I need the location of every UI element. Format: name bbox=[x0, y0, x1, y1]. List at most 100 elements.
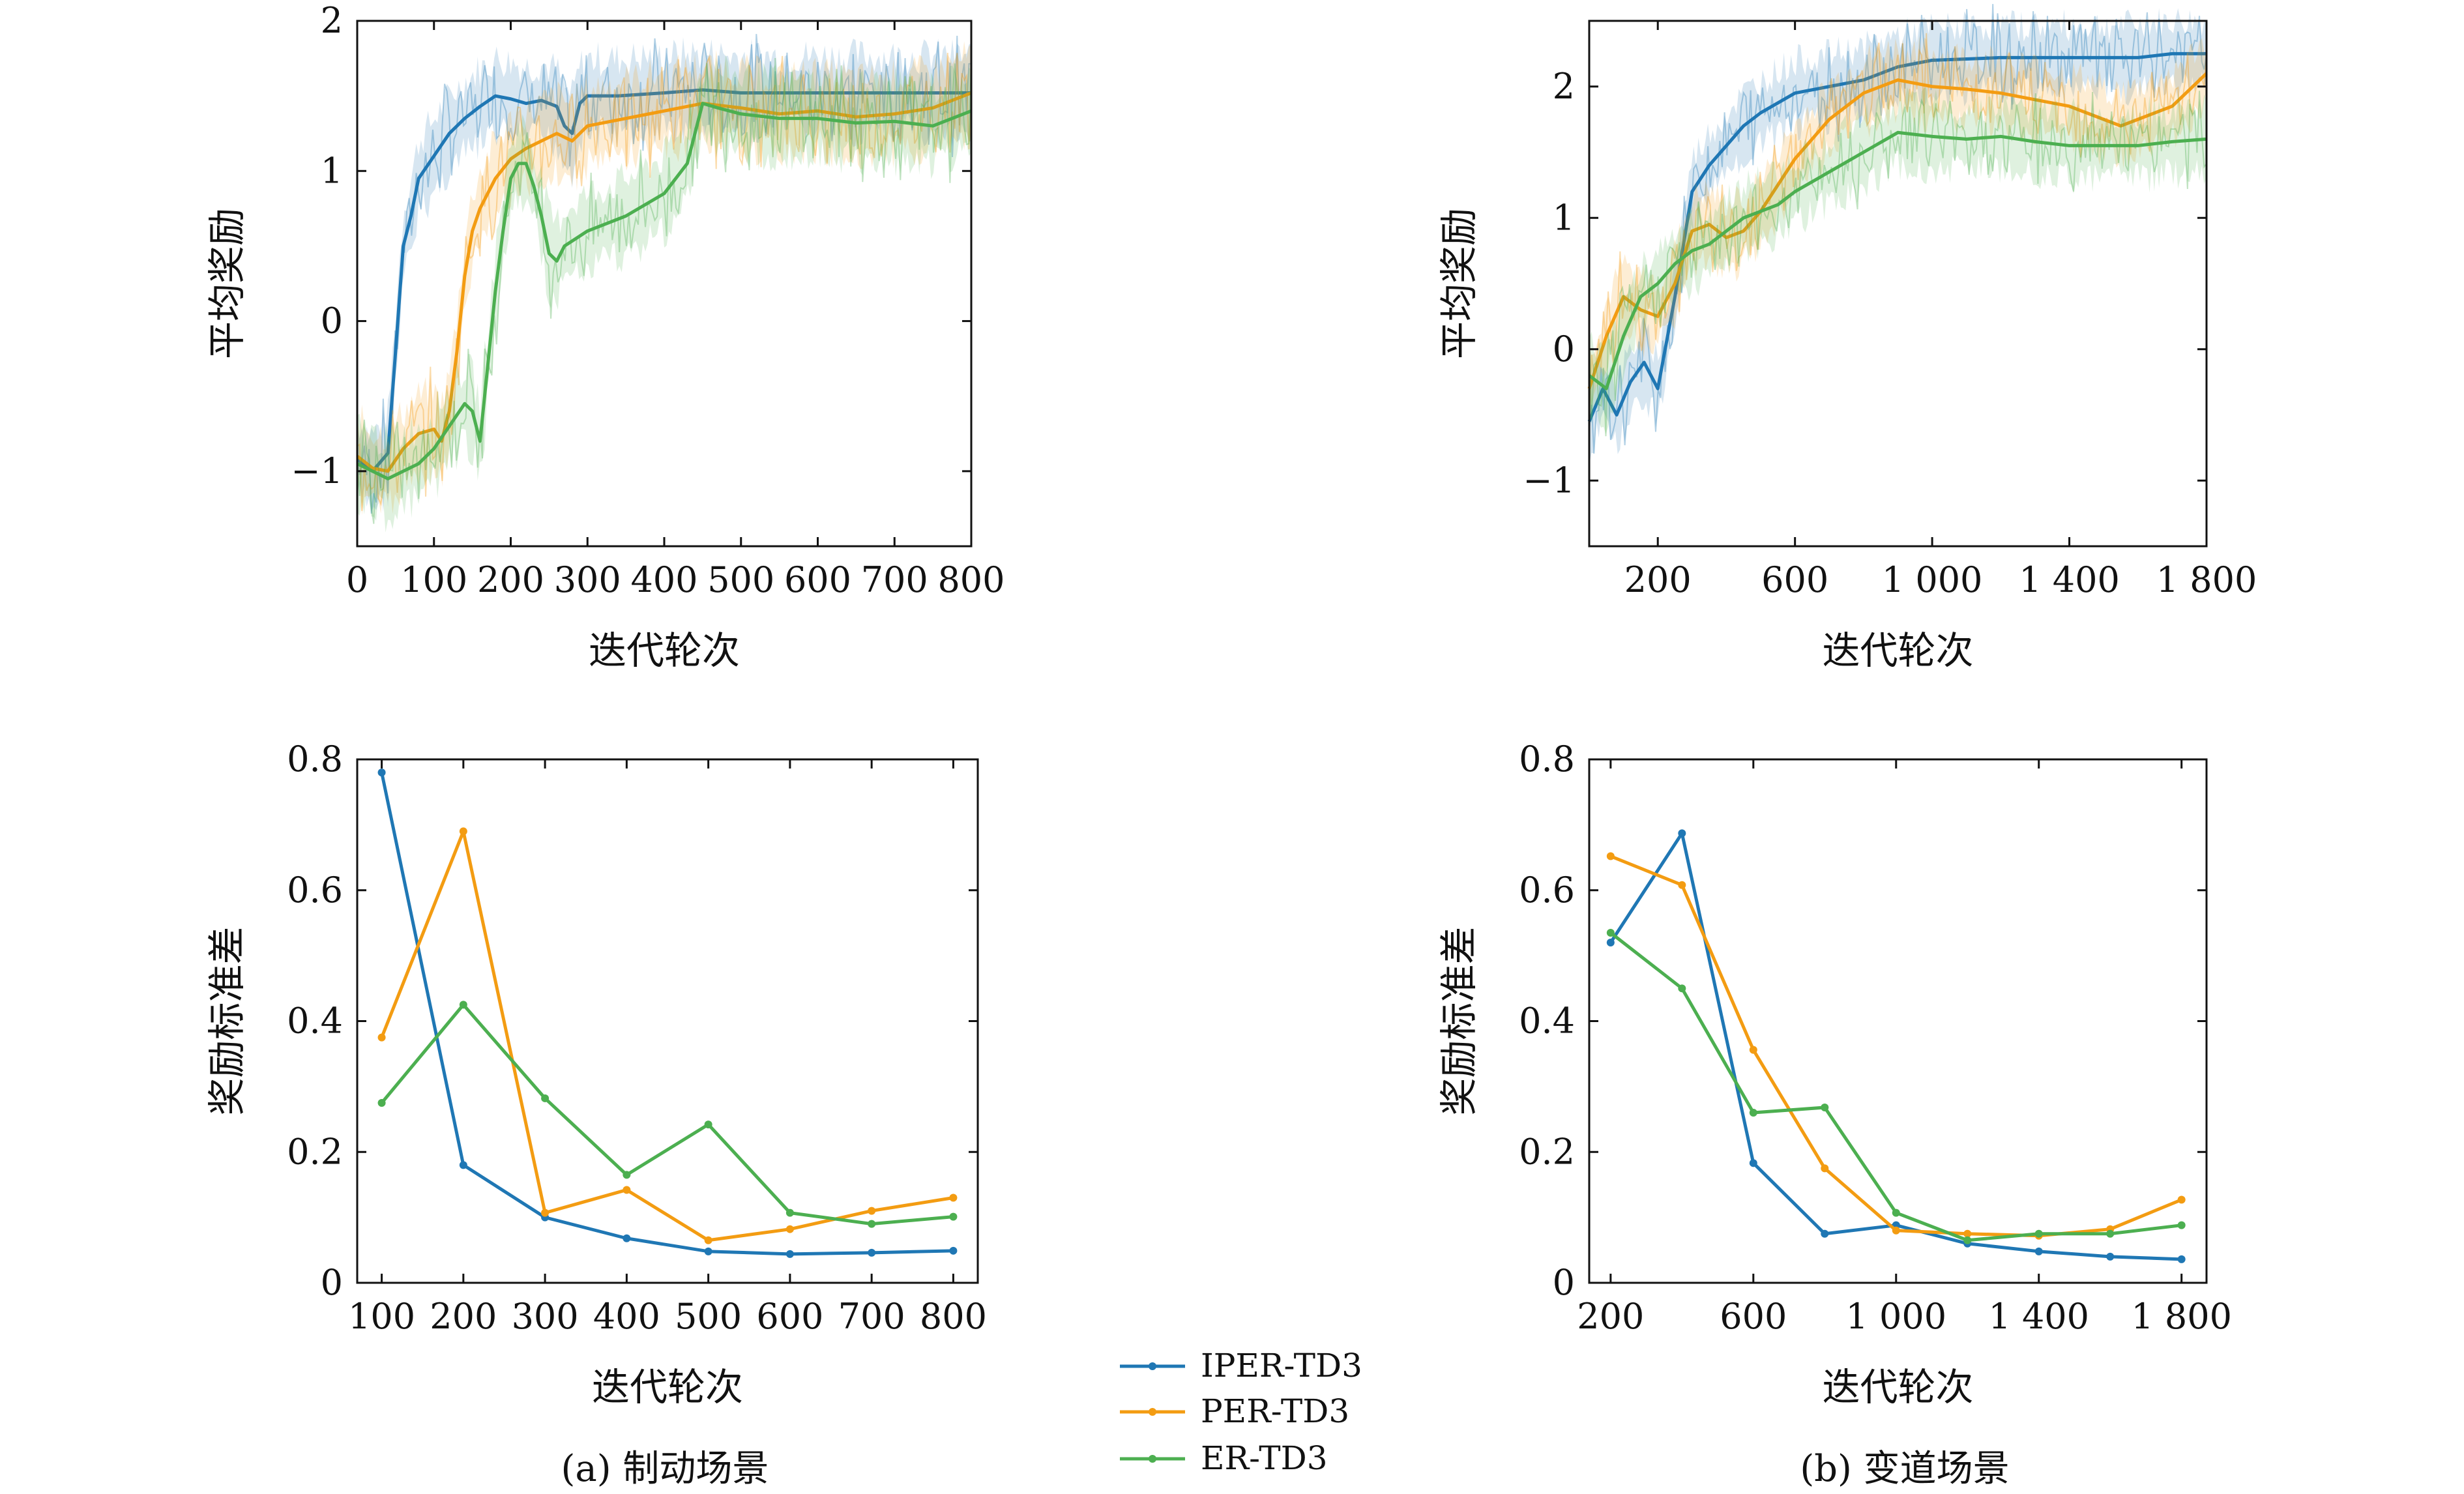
point-per-td3-1000 bbox=[1892, 1226, 1900, 1235]
legend-marker-iper-td3 bbox=[1149, 1362, 1156, 1370]
x-tick-label: 300 bbox=[554, 559, 621, 600]
series-line-er-td3 bbox=[380, 1003, 954, 1226]
y-axis-label: 奖励标准差 bbox=[205, 926, 249, 1115]
y-tick-label: 0.6 bbox=[1519, 870, 1575, 911]
point-iper-td3-800 bbox=[1821, 1229, 1829, 1238]
point-er-td3-200 bbox=[459, 1001, 467, 1009]
point-per-td3-1200 bbox=[1963, 1229, 1972, 1238]
point-er-td3-600 bbox=[785, 1208, 794, 1217]
point-iper-td3-500 bbox=[704, 1247, 712, 1255]
band-iper-td3 bbox=[357, 37, 971, 513]
plot-area bbox=[356, 34, 972, 533]
point-per-td3-600 bbox=[785, 1225, 794, 1233]
point-per-td3-800 bbox=[949, 1194, 958, 1202]
chart-panel-b-lane-change-reward-std: 200 600 1 000 1 400 1 800 0 0.2 0.4 0.6 0.8 迭代轮次 奖励… bbox=[1437, 739, 2232, 1409]
y-tick-label: 0 bbox=[1553, 329, 1575, 370]
band-er-td3 bbox=[1589, 85, 2207, 434]
point-er-td3-1600 bbox=[2106, 1229, 2115, 1238]
plot-area bbox=[1587, 4, 2208, 465]
series-line-iper-td3 bbox=[1609, 831, 2182, 1261]
chart-panel-a-braking-average-reward: 0 100 200 300 400 500 600 700 800 −1 0 1 2 迭代轮次 平均奖励 bbox=[205, 0, 1005, 673]
raw-trace-er-td3 bbox=[357, 58, 972, 524]
band-iper-td3 bbox=[1589, 8, 2207, 465]
x-tick-label: 0 bbox=[346, 559, 368, 600]
plot-area bbox=[377, 769, 958, 1258]
x-tick-label: 800 bbox=[937, 559, 1005, 600]
y-tick-label: 0.8 bbox=[287, 739, 343, 780]
y-tick-label: 2 bbox=[1553, 66, 1575, 107]
point-er-td3-500 bbox=[704, 1120, 712, 1129]
point-iper-td3-1800 bbox=[2177, 1255, 2186, 1263]
point-per-td3-200 bbox=[459, 827, 467, 836]
y-tick-label: −1 bbox=[291, 450, 343, 491]
x-tick-label: 200 bbox=[477, 559, 544, 600]
x-tick-label: 1 000 bbox=[1882, 559, 1983, 600]
series-line-per-td3 bbox=[356, 91, 972, 473]
point-iper-td3-1600 bbox=[2106, 1252, 2115, 1261]
point-per-td3-200 bbox=[1606, 852, 1615, 860]
x-tick-label: 1 800 bbox=[2156, 559, 2257, 600]
point-iper-td3-600 bbox=[1749, 1159, 1757, 1167]
x-tick-label: 1 000 bbox=[1845, 1296, 1946, 1337]
y-axis-label: 奖励标准差 bbox=[1437, 926, 1481, 1115]
x-tick-label: 1 400 bbox=[2019, 559, 2120, 600]
y-tick-label: 0 bbox=[1553, 1262, 1575, 1303]
legend-marker-per-td3 bbox=[1149, 1408, 1156, 1416]
x-axis-label: 迭代轮次 bbox=[1822, 628, 1973, 673]
point-er-td3-1200 bbox=[1963, 1236, 1972, 1244]
series-line-per-td3 bbox=[1609, 855, 2182, 1238]
point-iper-td3-1400 bbox=[2034, 1247, 2043, 1255]
point-er-td3-300 bbox=[541, 1094, 550, 1102]
x-tick-label: 200 bbox=[1624, 559, 1692, 600]
point-per-td3-400 bbox=[623, 1186, 631, 1194]
series-line-er-td3 bbox=[356, 102, 972, 480]
series-line-per-td3 bbox=[380, 829, 954, 1242]
series-line-er-td3 bbox=[1609, 931, 2182, 1242]
point-er-td3-1800 bbox=[2177, 1221, 2186, 1229]
point-er-td3-1400 bbox=[2034, 1229, 2043, 1238]
series-line-iper-td3 bbox=[380, 772, 954, 1256]
x-tick-label: 500 bbox=[707, 559, 774, 600]
y-tick-label: 0.4 bbox=[287, 1001, 343, 1042]
x-tick-label: 400 bbox=[630, 559, 697, 600]
point-iper-td3-400 bbox=[623, 1234, 631, 1242]
x-axis-label: 迭代轮次 bbox=[1822, 1365, 1973, 1409]
x-tick-label: 1 400 bbox=[1988, 1296, 2089, 1337]
point-per-td3-300 bbox=[541, 1208, 550, 1217]
raw-trace-er-td3 bbox=[1589, 91, 2207, 437]
x-tick-label: 600 bbox=[784, 559, 851, 600]
caption-b: (b) 变道场景 bbox=[1800, 1448, 2009, 1490]
y-tick-label: 1 bbox=[1553, 197, 1575, 238]
point-er-td3-200 bbox=[1606, 928, 1615, 937]
chart-panel-a-braking-reward-std: 100 200 300 400 500 600 700 800 0 0.2 0.4 0.6 0.8 迭代轮… bbox=[205, 739, 987, 1409]
raw-trace-per-td3 bbox=[1589, 33, 2207, 419]
point-per-td3-700 bbox=[868, 1207, 876, 1215]
point-er-td3-400 bbox=[1678, 984, 1686, 993]
y-tick-label: −1 bbox=[1523, 460, 1575, 501]
x-tick-label: 500 bbox=[675, 1296, 742, 1337]
y-tick-label: 0.2 bbox=[1519, 1131, 1575, 1172]
x-tick-label: 1 800 bbox=[2131, 1296, 2232, 1337]
series-line-er-td3 bbox=[1588, 130, 2207, 390]
point-iper-td3-600 bbox=[785, 1250, 794, 1258]
y-tick-label: 2 bbox=[321, 0, 343, 41]
x-tick-label: 600 bbox=[1761, 559, 1828, 600]
legend-marker-er-td3 bbox=[1149, 1455, 1156, 1463]
point-iper-td3-700 bbox=[868, 1248, 876, 1257]
x-axis-label: 迭代轮次 bbox=[589, 628, 740, 673]
legend-label-er-td3: ER-TD3 bbox=[1201, 1439, 1328, 1477]
point-iper-td3-200 bbox=[459, 1161, 467, 1169]
point-er-td3-800 bbox=[949, 1212, 958, 1221]
x-tick-label: 600 bbox=[1720, 1296, 1787, 1337]
y-tick-label: 1 bbox=[321, 150, 343, 191]
y-tick-label: 0.6 bbox=[287, 870, 343, 911]
point-per-td3-500 bbox=[704, 1236, 712, 1244]
x-tick-label: 700 bbox=[861, 559, 928, 600]
point-iper-td3-800 bbox=[949, 1246, 958, 1255]
point-er-td3-1000 bbox=[1892, 1208, 1900, 1217]
point-er-td3-800 bbox=[1821, 1103, 1829, 1111]
raw-trace-per-td3 bbox=[357, 52, 972, 511]
x-tick-label: 600 bbox=[756, 1296, 823, 1337]
series-line-iper-td3 bbox=[1587, 51, 2207, 422]
point-per-td3-800 bbox=[1821, 1164, 1829, 1173]
